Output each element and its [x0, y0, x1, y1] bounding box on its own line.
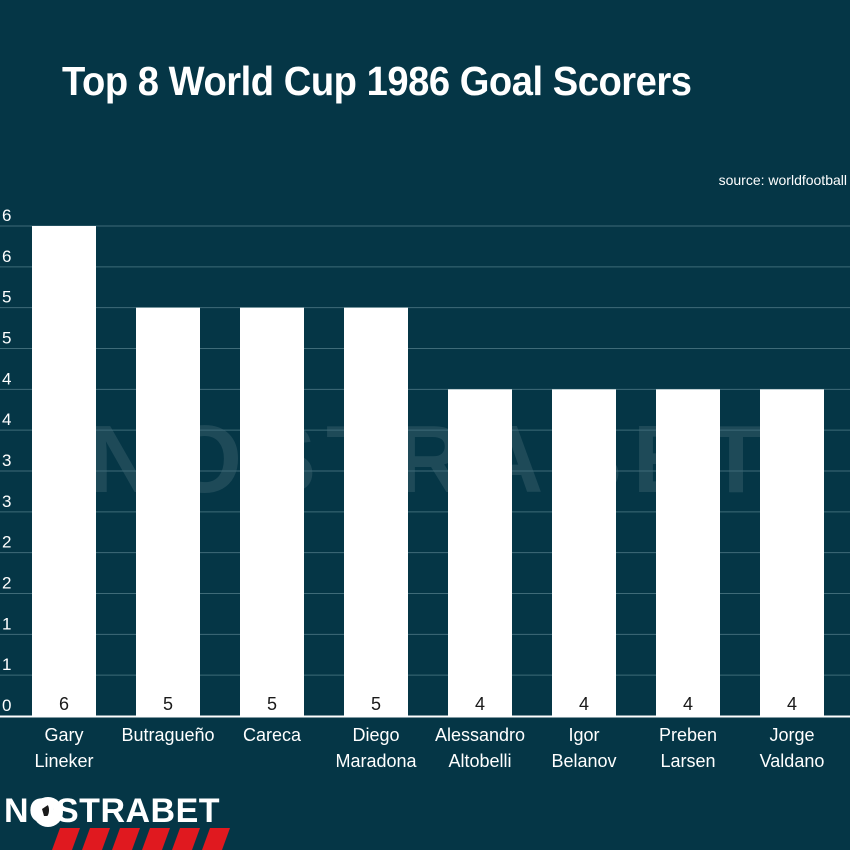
value-label: 6 [59, 694, 69, 714]
bar [552, 389, 616, 716]
x-tick-label: Butragueño [121, 725, 214, 745]
value-label: 5 [267, 694, 277, 714]
bar [32, 226, 96, 716]
value-label: 4 [683, 694, 693, 714]
logo-text: NOSTRABET [4, 792, 221, 830]
y-tick-label: 4 [2, 410, 11, 429]
x-tick-label: Altobelli [448, 751, 511, 771]
x-tick-label: Igor [568, 725, 599, 745]
x-tick-label: Larsen [660, 751, 715, 771]
y-tick-label: 1 [2, 614, 11, 633]
x-tick-label: Careca [243, 725, 302, 745]
value-label: 4 [475, 694, 485, 714]
bar [240, 307, 304, 716]
x-tick-label: Valdano [760, 751, 825, 771]
bar [448, 389, 512, 716]
bar [656, 389, 720, 716]
y-tick-label: 6 [2, 206, 11, 225]
bar [344, 307, 408, 716]
y-tick-label: 1 [2, 655, 11, 674]
value-label: 5 [163, 694, 173, 714]
x-tick-label: Diego [352, 725, 399, 745]
logo-stripes [52, 828, 230, 850]
y-tick-label: 0 [2, 696, 11, 715]
y-tick-label: 3 [2, 451, 11, 470]
y-tick-label: 5 [2, 329, 11, 348]
chart-title: Top 8 World Cup 1986 Goal Scorers [62, 58, 692, 104]
y-tick-label: 3 [2, 492, 11, 511]
bar [760, 389, 824, 716]
value-label: 5 [371, 694, 381, 714]
bar [136, 307, 200, 716]
value-label: 4 [579, 694, 589, 714]
x-tick-label: Preben [659, 725, 717, 745]
watermark: NOSTRABET [88, 406, 776, 513]
y-tick-label: 5 [2, 288, 11, 307]
x-tick-label: Belanov [551, 751, 616, 771]
x-tick-label: Gary [44, 725, 83, 745]
y-tick-label: 2 [2, 533, 11, 552]
x-tick-label: Lineker [34, 751, 93, 771]
x-tick-label: Maradona [335, 751, 417, 771]
value-label: 4 [787, 694, 797, 714]
x-tick-label: Alessandro [435, 725, 525, 745]
source-note: source: worldfootball [718, 172, 847, 188]
nostrabet-logo [33, 797, 230, 850]
y-tick-label: 2 [2, 574, 11, 593]
x-tick-label: Jorge [769, 725, 814, 745]
y-tick-label: 6 [2, 247, 11, 266]
y-tick-label: 4 [2, 369, 11, 388]
